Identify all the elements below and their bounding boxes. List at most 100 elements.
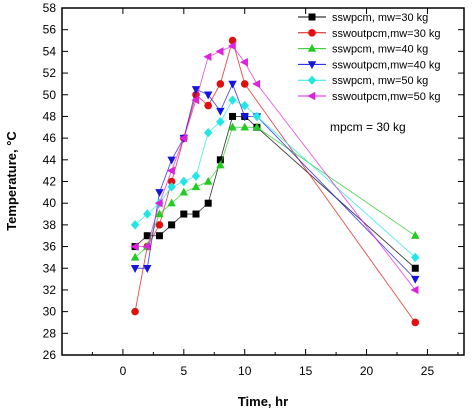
series-2 bbox=[131, 36, 420, 327]
data-point bbox=[240, 113, 249, 122]
data-point bbox=[215, 47, 224, 56]
data-point bbox=[204, 199, 212, 207]
x-axis-label: Time, hr bbox=[238, 394, 288, 409]
series-1 bbox=[131, 112, 419, 272]
y-tick-label: 56 bbox=[43, 23, 57, 37]
data-point bbox=[216, 107, 225, 116]
series-3 bbox=[130, 122, 420, 261]
x-tick-label: 5 bbox=[180, 364, 187, 378]
data-point bbox=[168, 221, 176, 229]
series-line bbox=[134, 126, 416, 258]
data-point bbox=[179, 133, 188, 143]
data-point bbox=[180, 210, 188, 218]
data-point bbox=[167, 198, 176, 207]
data-point bbox=[216, 117, 225, 127]
data-point bbox=[155, 189, 164, 198]
legend-label: sswoutpcm,mw=40 kg bbox=[332, 59, 441, 71]
data-point bbox=[252, 111, 262, 122]
data-point bbox=[192, 210, 200, 218]
data-point bbox=[252, 79, 261, 89]
y-axis: 26 28 30 32 34 36 38 40 42 44 46 48 50 52 54 56 58 bbox=[43, 1, 464, 362]
x-tick-label: 10 bbox=[238, 364, 252, 378]
data-point bbox=[154, 198, 163, 208]
data-point bbox=[191, 171, 201, 181]
data-point bbox=[130, 220, 140, 230]
y-tick-label: 36 bbox=[43, 240, 57, 254]
data-point bbox=[204, 101, 212, 110]
data-point bbox=[240, 100, 249, 111]
data-point bbox=[143, 209, 152, 219]
data-point bbox=[410, 285, 419, 295]
legend: sswpcm, mw=30 kg sswoutpcm,mw=30 kg sswpcm… bbox=[298, 12, 441, 103]
series-line bbox=[134, 115, 416, 269]
legend-label: sswpcm, mw=50 kg bbox=[332, 75, 428, 87]
data-point bbox=[203, 128, 213, 138]
data-point bbox=[411, 275, 420, 284]
legend-marker bbox=[307, 61, 317, 70]
data-point bbox=[411, 252, 420, 263]
data-point bbox=[155, 221, 164, 229]
data-point bbox=[411, 318, 420, 327]
data-point bbox=[167, 156, 176, 165]
series-line bbox=[135, 82, 416, 280]
data-point bbox=[228, 80, 237, 89]
x-tick-label: 15 bbox=[299, 364, 313, 378]
data-point bbox=[228, 122, 237, 131]
data-point bbox=[142, 242, 151, 251]
data-point bbox=[203, 52, 212, 61]
data-point bbox=[143, 265, 152, 273]
series-6 bbox=[130, 41, 419, 295]
y-tick-label: 28 bbox=[43, 326, 57, 340]
data-point bbox=[191, 86, 201, 95]
data-point bbox=[143, 232, 151, 240]
series-line bbox=[135, 45, 416, 291]
data-point bbox=[252, 122, 262, 131]
y-tick-label: 26 bbox=[43, 348, 57, 362]
y-tick-label: 44 bbox=[43, 153, 57, 167]
legend-marker bbox=[307, 91, 316, 101]
legend-label: sswoutpcm,mw=30 kg bbox=[332, 28, 441, 40]
y-tick-label: 58 bbox=[43, 1, 57, 15]
legend-marker bbox=[307, 75, 317, 85]
y-tick-label: 42 bbox=[43, 175, 57, 189]
data-point bbox=[411, 264, 419, 272]
y-tick-label: 38 bbox=[43, 218, 57, 232]
y-tick-label: 54 bbox=[43, 44, 57, 58]
y-tick-label: 40 bbox=[43, 196, 57, 210]
data-point bbox=[167, 182, 176, 192]
x-tick-label: 0 bbox=[120, 364, 127, 378]
y-tick-label: 46 bbox=[43, 131, 57, 145]
data-point bbox=[155, 209, 164, 218]
y-tick-label: 30 bbox=[43, 305, 57, 319]
legend-marker bbox=[308, 13, 316, 21]
data-point bbox=[179, 176, 189, 187]
y-tick-label: 48 bbox=[43, 109, 57, 123]
data-point bbox=[166, 166, 175, 175]
data-point bbox=[216, 156, 224, 164]
legend-label: sswpcm, mw=40 kg bbox=[332, 44, 428, 56]
data-point bbox=[240, 80, 249, 88]
data-point bbox=[228, 95, 237, 105]
x-tick-label: 25 bbox=[421, 364, 435, 378]
data-point bbox=[131, 307, 139, 316]
data-point bbox=[411, 231, 420, 239]
data-point bbox=[167, 177, 176, 186]
data-point bbox=[203, 176, 213, 185]
x-axis: 0 5 10 15 20 25 bbox=[61, 8, 459, 378]
annotation-mpcm: mpcm = 30 kg bbox=[330, 120, 406, 134]
data-point bbox=[229, 112, 237, 120]
data-point bbox=[130, 242, 139, 251]
data-point bbox=[191, 182, 201, 191]
data-point bbox=[203, 91, 213, 100]
data-point bbox=[191, 95, 200, 105]
y-tick-label: 34 bbox=[43, 261, 57, 275]
data-point bbox=[130, 252, 140, 261]
legend-marker bbox=[308, 29, 316, 37]
data-point bbox=[155, 232, 163, 240]
legend-marker bbox=[307, 43, 317, 52]
y-tick-label: 32 bbox=[43, 283, 57, 297]
x-tick-label: 20 bbox=[360, 364, 374, 378]
data-point bbox=[216, 160, 225, 169]
series-layer bbox=[130, 36, 420, 327]
